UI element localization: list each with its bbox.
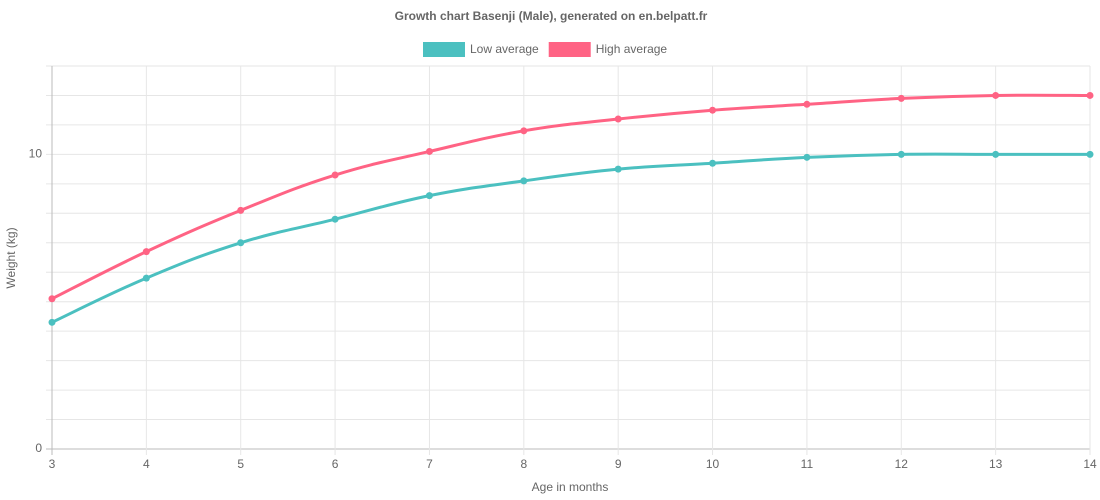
data-point	[142, 248, 150, 256]
data-point	[48, 318, 56, 326]
x-tick-label: 14	[1083, 457, 1097, 471]
x-tick-label: 5	[237, 457, 244, 471]
data-point	[709, 159, 717, 167]
data-point	[425, 147, 433, 155]
x-tick-label: 6	[332, 457, 339, 471]
series-line	[51, 93, 1091, 301]
data-point	[803, 100, 811, 108]
data-point	[897, 94, 905, 102]
y-tick-label: 10	[29, 147, 43, 161]
x-tick-label: 4	[143, 457, 150, 471]
x-tick-label: 11	[801, 457, 814, 471]
data-point	[520, 127, 528, 135]
x-tick-label: 10	[706, 457, 720, 471]
data-point	[237, 239, 245, 247]
x-tick-label: 12	[895, 457, 909, 471]
data-point	[331, 215, 339, 223]
data-point	[142, 274, 150, 282]
data-point	[520, 177, 528, 185]
x-tick-label: 3	[49, 457, 56, 471]
data-point	[331, 171, 339, 179]
series-line	[51, 152, 1090, 324]
data-point	[897, 150, 905, 158]
data-point	[992, 91, 1000, 99]
y-tick-label: 0	[35, 441, 42, 455]
data-point	[48, 295, 56, 303]
data-point	[709, 106, 717, 114]
legend-label: Low average	[470, 42, 539, 56]
chart-title: Growth chart Basenji (Male), generated o…	[395, 9, 708, 23]
data-point	[803, 153, 811, 161]
x-axis-label: Age in months	[532, 480, 609, 494]
legend-label: High average	[596, 42, 668, 56]
data-point	[614, 115, 622, 123]
data-point	[237, 206, 245, 214]
x-tick-label: 8	[520, 457, 527, 471]
data-point	[425, 192, 433, 200]
x-tick-label: 7	[426, 457, 433, 471]
legend-swatch	[423, 42, 465, 57]
data-point	[1086, 150, 1094, 158]
legend-swatch	[548, 42, 591, 57]
x-tick-label: 9	[615, 457, 622, 471]
data-point	[992, 150, 1000, 158]
y-axis-label: Weight (kg)	[4, 227, 18, 288]
data-point	[1086, 91, 1094, 99]
x-tick-label: 13	[989, 457, 1003, 471]
data-point	[614, 165, 622, 173]
